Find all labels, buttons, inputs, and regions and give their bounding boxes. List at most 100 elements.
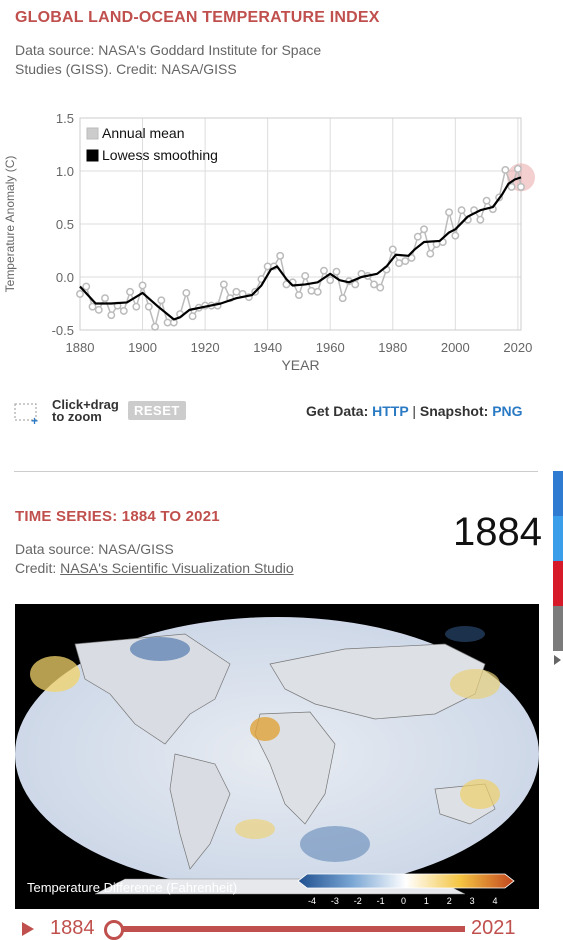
zoom-hint: Click+drag to zoom — [52, 397, 119, 424]
y-tick-label: -0.5 — [52, 323, 74, 338]
share-expand-icon[interactable] — [554, 655, 561, 665]
annual-mean-point — [263, 262, 272, 271]
http-link[interactable]: HTTP — [372, 403, 409, 419]
annual-mean-point — [94, 305, 103, 314]
y-tick-label: 0.0 — [56, 270, 74, 285]
zoom-hint-icon: + — [14, 403, 38, 428]
annual-mean-point — [388, 245, 397, 254]
annual-mean-point — [101, 294, 109, 303]
annual-mean-point — [507, 182, 516, 191]
annual-mean-point — [182, 288, 191, 297]
legend-swatch[interactable] — [86, 127, 99, 140]
x-tick-label: 2020 — [503, 340, 532, 355]
chart-source-line2: Studies (GISS). Credit: NASA/GISS — [15, 61, 237, 77]
timeline-end-label: 2021 — [471, 917, 516, 939]
map-north-america — [74, 633, 231, 745]
colorbar — [297, 873, 515, 889]
colorbar-tick: 2 — [447, 896, 452, 906]
annual-mean-point — [401, 257, 410, 266]
annual-mean-point — [517, 182, 525, 191]
timeline-track[interactable] — [120, 926, 465, 932]
annual-mean-point — [151, 322, 160, 331]
map-eurasia — [269, 643, 486, 720]
time-series-title: TIME SERIES: 1884 TO 2021 — [15, 508, 220, 525]
annual-mean-point — [157, 296, 166, 305]
colorbar-tick: -1 — [377, 896, 385, 906]
colorbar-tick: -2 — [354, 896, 362, 906]
annual-mean-point — [482, 196, 491, 205]
share-facebook-button[interactable] — [553, 471, 563, 516]
time-series-source-line: Data source: NASA/GISS — [15, 541, 174, 557]
annual-mean-point — [476, 215, 485, 224]
timeline-start-label: 1884 — [50, 917, 95, 939]
annual-mean-point — [163, 318, 172, 327]
share-twitter-button[interactable] — [553, 516, 563, 561]
current-year-display: 1884 — [453, 510, 542, 554]
x-tick-label: 1920 — [191, 340, 220, 355]
annual-mean-point — [301, 271, 310, 280]
annual-mean-point — [313, 287, 322, 296]
temperature-map: Temperature Difference (Fahrenheit) -4 -3… — [15, 604, 539, 909]
section-divider — [14, 471, 538, 472]
get-data-label: Get Data: — [306, 403, 369, 419]
zoom-hint-line2: to zoom — [52, 409, 102, 424]
annual-mean-point — [413, 232, 422, 241]
map-africa — [254, 711, 336, 825]
lowess-smoothing-line — [79, 176, 522, 321]
share-pinterest-button[interactable] — [553, 561, 563, 606]
annual-mean-point — [501, 165, 510, 174]
annual-mean-point — [326, 276, 335, 285]
svs-credit-link[interactable]: NASA's Scientific Visualization Studio — [60, 560, 294, 576]
annual-mean-point — [407, 253, 416, 262]
x-axis-label: YEAR — [281, 357, 319, 373]
annual-mean-point — [420, 225, 428, 234]
play-button[interactable] — [22, 922, 34, 936]
map-south-america — [169, 753, 231, 870]
legend-label: Lowess smoothing — [102, 147, 218, 163]
x-tick-label: 1940 — [253, 340, 282, 355]
annual-mean-point — [395, 259, 403, 268]
annual-mean-point — [351, 280, 360, 289]
annual-mean-point — [188, 312, 197, 321]
reset-button[interactable]: RESET — [128, 401, 186, 420]
annual-mean-point — [219, 280, 228, 289]
zoom-hint-line1: Click+drag — [52, 397, 119, 412]
annual-mean-point — [232, 287, 241, 296]
annual-mean-point — [451, 231, 460, 240]
annual-mean-point — [307, 286, 316, 295]
colorbar-title: Temperature Difference (Fahrenheit) — [27, 880, 237, 895]
colorbar-tick: 4 — [492, 896, 497, 906]
chart-source-line1: Data source: NASA's Goddard Institute fo… — [15, 42, 322, 58]
annual-mean-point — [513, 164, 522, 173]
annual-mean-point — [88, 302, 97, 311]
share-email-button[interactable] — [553, 606, 563, 651]
annual-mean-point — [119, 306, 128, 315]
annual-mean-point — [294, 291, 303, 299]
annual-mean-point — [332, 267, 341, 276]
annual-mean-point — [126, 287, 134, 296]
annual-mean-point — [370, 280, 378, 289]
temperature-chart[interactable]: 1.5 1.0 0.5 0.0 -0.5 1880 1900 1920 1940 1960 1980… — [0, 100, 563, 390]
x-tick-label: 1980 — [378, 340, 407, 355]
annual-mean-point — [320, 266, 328, 275]
legend-swatch[interactable] — [86, 149, 99, 162]
annual-mean-point — [276, 251, 285, 260]
time-series-source: Data source: NASA/GISS Credit: NASA's Sc… — [15, 540, 294, 578]
png-link[interactable]: PNG — [492, 403, 523, 419]
time-series-credit: Credit: NASA's Scientific Visualization … — [15, 559, 294, 578]
annual-mean-point — [445, 208, 454, 217]
x-tick-label: 2000 — [441, 340, 470, 355]
annual-mean-point — [138, 281, 147, 290]
annual-mean-point — [76, 290, 84, 298]
x-tick-label: 1880 — [66, 340, 95, 355]
plot-frame — [79, 117, 522, 331]
annual-mean-point — [132, 302, 141, 311]
y-tick-label: 1.0 — [56, 164, 74, 179]
colorbar-tick: 0 — [401, 896, 406, 906]
y-tick-label: 1.5 — [56, 111, 74, 126]
annual-mean-point — [426, 249, 435, 258]
annual-mean-point — [376, 283, 385, 292]
chart-source: Data source: NASA's Goddard Institute fo… — [15, 41, 321, 79]
legend-label: Annual mean — [102, 125, 185, 141]
timeline-handle[interactable] — [104, 920, 124, 940]
